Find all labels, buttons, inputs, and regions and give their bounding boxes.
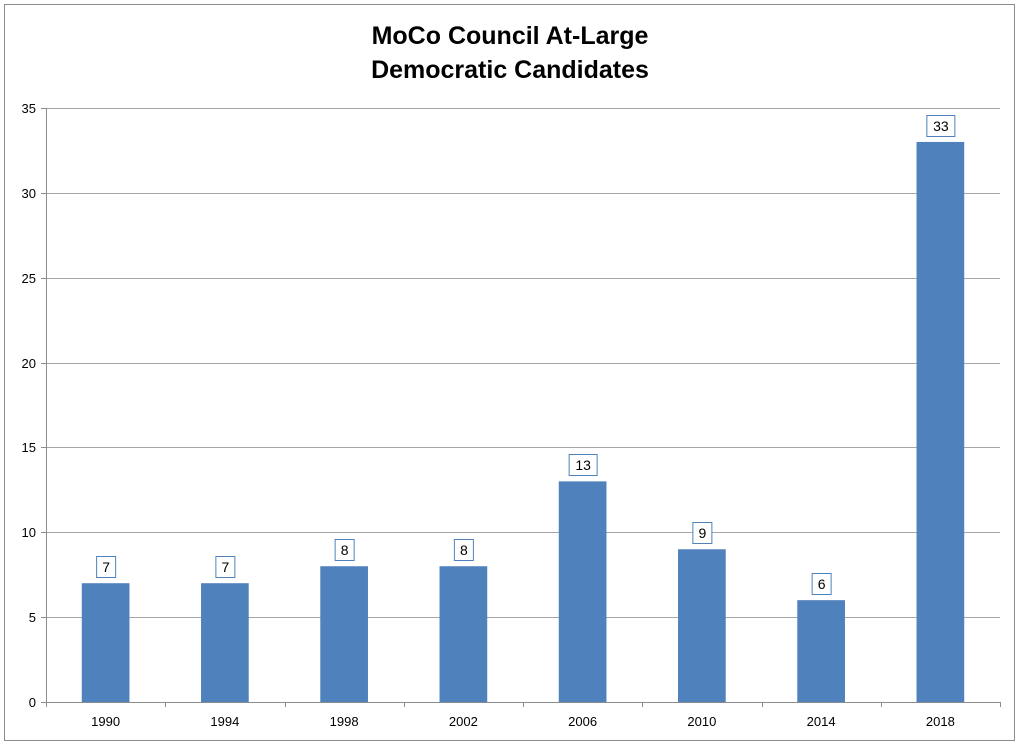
data-label-box-2014: [811, 573, 832, 595]
data-label-1990: 7: [102, 559, 110, 575]
data-label-1998: 8: [341, 542, 349, 558]
bar-1998: [320, 566, 368, 702]
bar-chart: MoCo Council At-Large Democratic Candida…: [22, 22, 1001, 729]
y-tick-label-30: 30: [22, 186, 36, 201]
bar-2018: [916, 141, 965, 702]
data-label-box-2010: [692, 522, 713, 544]
data-label-2006: 13: [575, 457, 591, 473]
y-tick-label-25: 25: [22, 271, 36, 286]
x-tick-label-1990: 1990: [91, 714, 120, 729]
x-tick-label-2014: 2014: [807, 714, 836, 729]
x-tick-label-1994: 1994: [210, 714, 239, 729]
chart-title-line-2: Democratic Candidates: [371, 56, 649, 84]
y-tick-label-20: 20: [22, 356, 36, 371]
data-label-2018: 33: [933, 118, 949, 134]
tick-labels: 0 5 10 15 20 25 30 35 1990 1994 1998 2002 2006 2010 20…: [22, 101, 955, 729]
x-tick-label-2006: 2006: [568, 714, 597, 729]
data-label-box-2006: [568, 454, 598, 476]
bars: [81, 141, 965, 702]
data-label-box-1994: [215, 556, 236, 578]
y-tick-label-35: 35: [22, 101, 36, 116]
data-label-box-2002: [453, 539, 474, 561]
bar-2006: [558, 481, 607, 702]
y-tick-label-0: 0: [29, 695, 36, 710]
y-tick-label-15: 15: [22, 440, 36, 455]
chart-frame: MoCo Council At-Large Democratic Candida…: [4, 4, 1015, 741]
bar-1994: [201, 583, 249, 702]
data-label-2014: 6: [818, 576, 826, 592]
x-tick-label-2018: 2018: [926, 714, 955, 729]
axes: [41, 108, 1001, 707]
bar-2002: [439, 566, 488, 702]
data-label-box-2018: [926, 115, 956, 137]
data-label-box-1998: [334, 539, 355, 561]
data-label-2010: 9: [698, 525, 706, 541]
y-tick-label-10: 10: [22, 525, 36, 540]
x-tick-label-2002: 2002: [449, 714, 478, 729]
data-label-2002: 8: [460, 542, 468, 558]
data-label-1994: 7: [221, 559, 229, 575]
bar-1990: [81, 583, 130, 702]
data-labels: 7 7 8 8 13 9 6 33: [96, 115, 956, 595]
x-tick-label-2010: 2010: [687, 714, 716, 729]
data-label-box-1990: [96, 556, 117, 578]
bar-2010: [678, 549, 726, 702]
x-tick-label-1998: 1998: [330, 714, 359, 729]
y-tick-label-5: 5: [29, 610, 36, 625]
chart-title-line-1: MoCo Council At-Large: [372, 22, 649, 50]
bar-2014: [797, 600, 845, 702]
gridlines: [46, 108, 1000, 618]
